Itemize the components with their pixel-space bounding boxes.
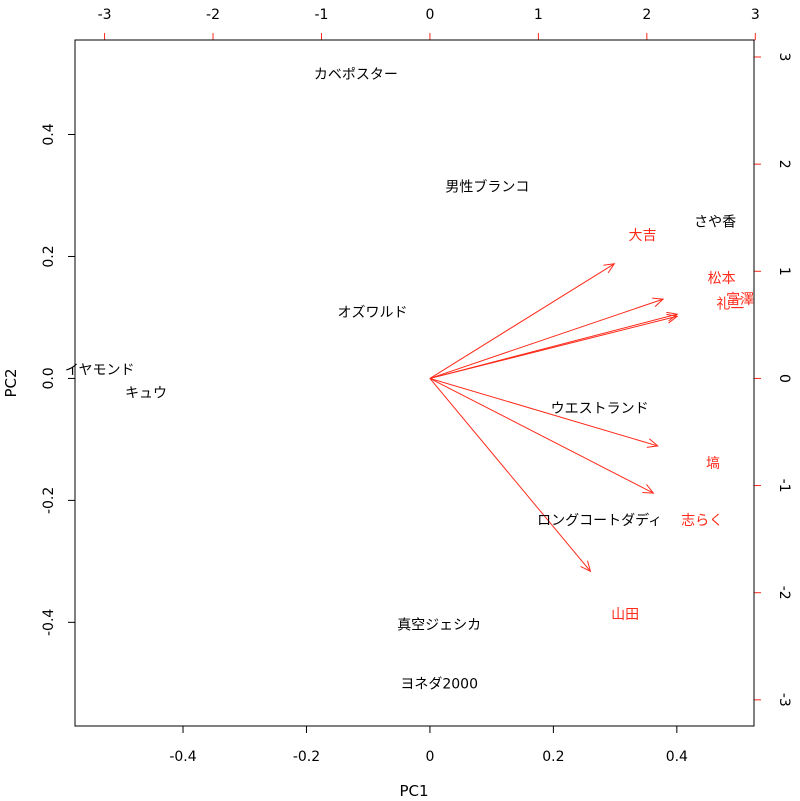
loading-label: 志らく: [681, 513, 723, 529]
secondary-x-tick-label: 1: [534, 7, 543, 23]
loading-label: 大吉: [629, 228, 657, 244]
secondary-y-tick-label: 3: [776, 53, 792, 62]
loading-arrowhead: [652, 297, 665, 307]
secondary-y-tick-label: 0: [776, 374, 792, 383]
loading-arrowhead: [646, 438, 659, 448]
observation-label: ロングコートダディ: [537, 512, 662, 529]
observation-label: ウエストランド: [551, 401, 649, 417]
loading-arrow: [429, 315, 678, 379]
x-tick-label: 0.4: [666, 749, 688, 765]
x-tick-label: -0.4: [169, 749, 196, 765]
observation-label: 男性ブランコ: [445, 179, 529, 196]
plot-frame: [74, 39, 755, 727]
loading-arrowhead: [666, 313, 679, 324]
y-tick-label: 0.0: [41, 367, 57, 389]
secondary-y-tick-label: 1: [776, 267, 792, 276]
secondary-x-tick-label: 2: [642, 7, 651, 23]
loading-arrow: [429, 378, 591, 572]
x-tick-label: 0.2: [542, 749, 564, 765]
loading-arrowhead: [642, 484, 655, 494]
observation-label: オズワルド: [338, 305, 408, 321]
observation-label: キュウ: [125, 386, 167, 402]
loading-arrow: [429, 377, 654, 494]
y-tick-label: -0.4: [41, 609, 57, 636]
x-axis-title: PC1: [399, 782, 428, 800]
loading-arrowhead: [580, 560, 592, 573]
chart-marks: -0.4 -0.2 0 0.2 0.4 -0.4 -0.2 0.0 0.2 0.4 -3 -2 -1 0 1…: [41, 7, 792, 765]
loading-arrowhead: [666, 311, 679, 322]
observation-label: ヨネダ2000: [400, 677, 478, 693]
secondary-x-tick-label: -3: [98, 7, 112, 23]
secondary-y-tick-label: -2: [776, 586, 792, 600]
loading-label: 山田: [611, 607, 639, 623]
y-tick-label: 0.4: [41, 123, 57, 145]
loading-arrowhead: [603, 263, 616, 274]
loading-arrow: [429, 263, 615, 379]
secondary-x-tick-label: -1: [314, 7, 328, 23]
observation-label: カベポスター: [314, 67, 398, 83]
secondary-y-tick-label: -3: [776, 693, 792, 707]
secondary-y-tick-label: -1: [776, 479, 792, 493]
secondary-x-tick-label: 3: [751, 7, 760, 23]
loading-label: 松本: [708, 271, 736, 287]
observation-label: 真空ジェシカ: [397, 617, 481, 633]
observation-label: イヤモンド: [65, 362, 135, 378]
loading-arrow: [429, 298, 664, 379]
loading-arrow: [429, 377, 658, 447]
loading-label: 富澤: [726, 291, 754, 308]
x-tick-label: 0: [425, 749, 434, 765]
y-axis-title: PC2: [2, 368, 20, 397]
secondary-x-tick-label: 0: [425, 7, 434, 23]
y-tick-label: 0.2: [41, 245, 57, 267]
loading-label: 礼二: [716, 297, 744, 313]
secondary-x-tick-label: -2: [206, 7, 220, 23]
y-tick-label: -0.2: [41, 487, 57, 514]
secondary-y-tick-label: 2: [776, 160, 792, 169]
x-tick-label: -0.2: [293, 749, 320, 765]
loading-label: 塙: [706, 456, 720, 472]
observation-label: さや香: [694, 214, 736, 230]
